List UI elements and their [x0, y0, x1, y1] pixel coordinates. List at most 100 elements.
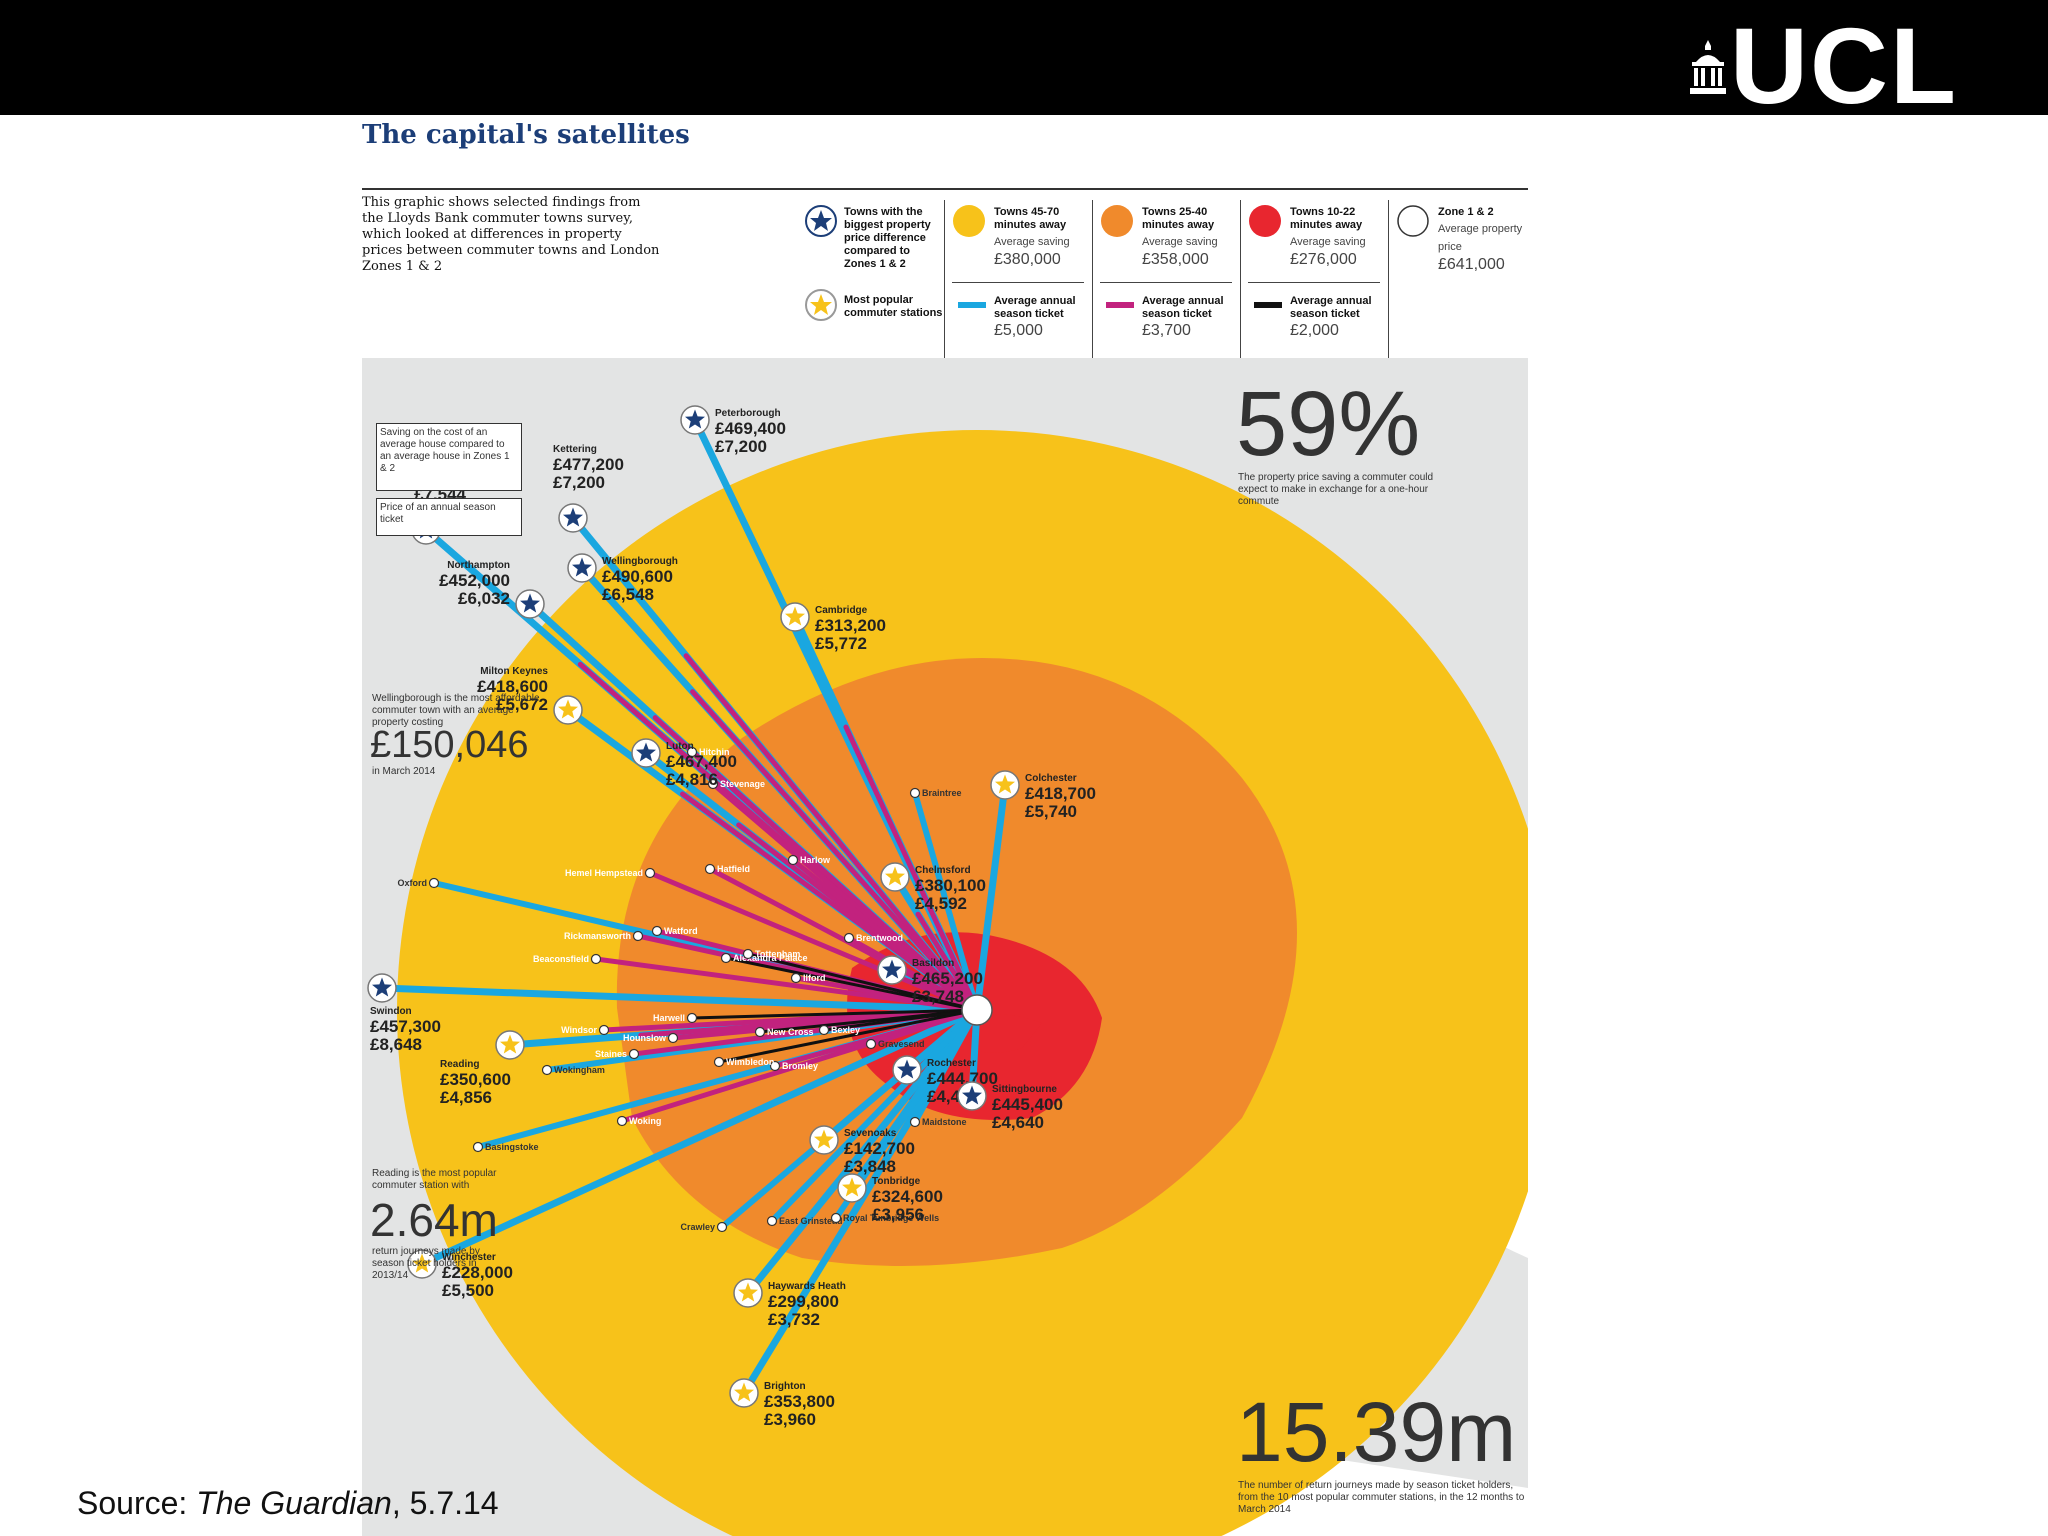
town-name-kettering: Kettering — [553, 444, 597, 455]
zone-swatch-10-22 — [1249, 205, 1281, 237]
station-dot-basingstoke — [472, 1141, 484, 1153]
blue-star-icon — [882, 959, 902, 979]
town-name-swindon: Swindon — [370, 1006, 412, 1017]
town-price-basildon: £465,200 — [912, 969, 983, 988]
town-marker-swindon — [367, 973, 397, 1003]
station-dot-east-grinstead — [766, 1215, 778, 1227]
town-marker-peterborough — [680, 405, 710, 435]
blue-star-icon — [962, 1085, 982, 1105]
yellow-star-icon — [500, 1034, 520, 1054]
town-name-brighton: Brighton — [764, 1381, 806, 1392]
station-label-alexandra-palace: Alexandra Palace — [733, 953, 808, 963]
town-name-chelmsford: Chelmsford — [915, 865, 971, 876]
zone-1-2-centre — [961, 994, 993, 1026]
station-label-hatfield: Hatfield — [717, 864, 750, 874]
town-name-tonbridge: Tonbridge — [872, 1176, 921, 1187]
station-label-maidstone: Maidstone — [922, 1117, 967, 1127]
callout-ticket-box: Price of an annual season ticket — [376, 498, 522, 536]
station-label-beaconsfield: Beaconsfield — [533, 954, 589, 964]
town-marker-winchester — [407, 1249, 437, 1279]
town-price-chelmsford: £380,100 — [915, 876, 986, 895]
route-blue-haywards-heath — [744, 1006, 981, 1297]
town-ticket-luton: £4,816 — [666, 770, 718, 789]
station-label-bromley: Bromley — [782, 1061, 818, 1071]
town-name-luton: Luton — [666, 741, 694, 752]
town-price-colchester: £418,700 — [1025, 784, 1096, 803]
town-price-wellingborough: £490,600 — [602, 567, 673, 586]
town-marker-reading — [495, 1030, 525, 1060]
station-dot-brentwood — [843, 932, 855, 944]
town-name-winchester: Winchester — [442, 1252, 496, 1263]
yellow-star-icon — [885, 866, 905, 886]
town-ticket-reading: £4,856 — [440, 1088, 492, 1107]
station-dot-wokingham — [541, 1064, 553, 1076]
route-magenta-gravesend — [868, 1007, 980, 1047]
station-dot-watford — [651, 925, 663, 937]
station-dot-new-cross — [754, 1026, 766, 1038]
town-name-northampton: Northampton — [447, 560, 510, 571]
route-magenta-cambridge — [843, 724, 980, 1013]
station-label-hitchin: Hitchin — [699, 747, 730, 757]
zone-swatch-45-70 — [953, 205, 985, 237]
station-label-harwell: Harwell — [653, 1013, 685, 1023]
town-marker-haywards-heath — [733, 1278, 763, 1308]
town-name-colchester: Colchester — [1025, 773, 1077, 784]
zone-swatch-1-2 — [1397, 205, 1429, 237]
town-ticket-chelmsford: £4,592 — [915, 894, 967, 913]
route-blue-colchester — [973, 781, 1009, 1014]
station-dot-ilford — [790, 972, 802, 984]
town-name-sevenoaks: Sevenoaks — [844, 1128, 897, 1139]
ticket-swatch-magenta — [1106, 302, 1134, 308]
station-dot-royal-tunbridge-wells — [830, 1212, 842, 1224]
town-name-cambridge: Cambridge — [815, 605, 868, 616]
route-magenta-kettering — [683, 653, 980, 1013]
station-dot-crawley — [716, 1221, 728, 1233]
town-name-rochester: Rochester — [927, 1058, 976, 1069]
blue-star-icon — [897, 1059, 917, 1079]
wellingborough-date: in March 2014 — [372, 766, 436, 777]
station-label-rickmansworth: Rickmansworth — [564, 931, 631, 941]
route-blue-winchester — [418, 1006, 981, 1268]
legend-blue-star-label: Towns with the biggest property price di… — [844, 206, 931, 270]
station-dot-braintree — [909, 787, 921, 799]
route-blue-swindon — [378, 984, 981, 1014]
town-price-peterborough: £469,400 — [715, 419, 786, 438]
blue-star-icon — [563, 507, 583, 527]
station-label-hemel-hempstead: Hemel Hempstead — [565, 868, 643, 878]
town-marker-chelmsford — [880, 862, 910, 892]
blue-star-icon — [805, 205, 837, 237]
town-ticket-basildon: £3,748 — [912, 987, 964, 1006]
town-ticket-cambridge: £5,772 — [815, 634, 867, 653]
legend-zone-10-22: Towns 10-22 minutes away Average saving £2… — [1290, 206, 1366, 268]
station-dot-hemel-hempstead — [644, 867, 656, 879]
blue-star-icon — [685, 409, 705, 429]
route-blue-crawley — [719, 1007, 980, 1230]
town-marker-milton-keynes — [553, 695, 583, 725]
yellow-star-icon — [558, 699, 578, 719]
station-label-gravesend: Gravesend — [878, 1039, 925, 1049]
reading-note: Reading is the most popular commuter sta… — [372, 1168, 497, 1191]
route-lines — [378, 416, 1009, 1397]
station-dot-hitchin — [686, 746, 698, 758]
route-black-alexandra-palace — [724, 956, 979, 1012]
town-price-sittingbourne: £445,400 — [992, 1095, 1063, 1114]
station-label-new-cross: New Cross — [767, 1027, 814, 1037]
town-marker-sevenoaks — [809, 1125, 839, 1155]
town-ticket-sevenoaks: £3,848 — [844, 1157, 896, 1176]
route-magenta-brentwood — [846, 935, 980, 1013]
town-marker-sittingbourne — [957, 1081, 987, 1111]
town-name-sittingbourne: Sittingbourne — [992, 1084, 1057, 1095]
town-price-rochester: £444,700 — [927, 1069, 998, 1088]
town-marker-cambridge — [780, 602, 810, 632]
town-price-reading: £350,600 — [440, 1070, 511, 1089]
town-ticket-brighton: £3,960 — [764, 1410, 816, 1429]
journeys-value: 15.39m — [1236, 1385, 1517, 1479]
route-blue-brighton — [740, 1006, 981, 1397]
town-ticket-haywards-heath: £3,732 — [768, 1310, 820, 1329]
station-dot-harlow — [787, 854, 799, 866]
town-price-luton: £467,400 — [666, 752, 737, 771]
yellow-star-icon — [842, 1177, 862, 1197]
station-dot-tottenham — [742, 948, 754, 960]
route-magenta-wellingborough — [690, 689, 980, 1013]
town-marker-colchester — [990, 770, 1020, 800]
